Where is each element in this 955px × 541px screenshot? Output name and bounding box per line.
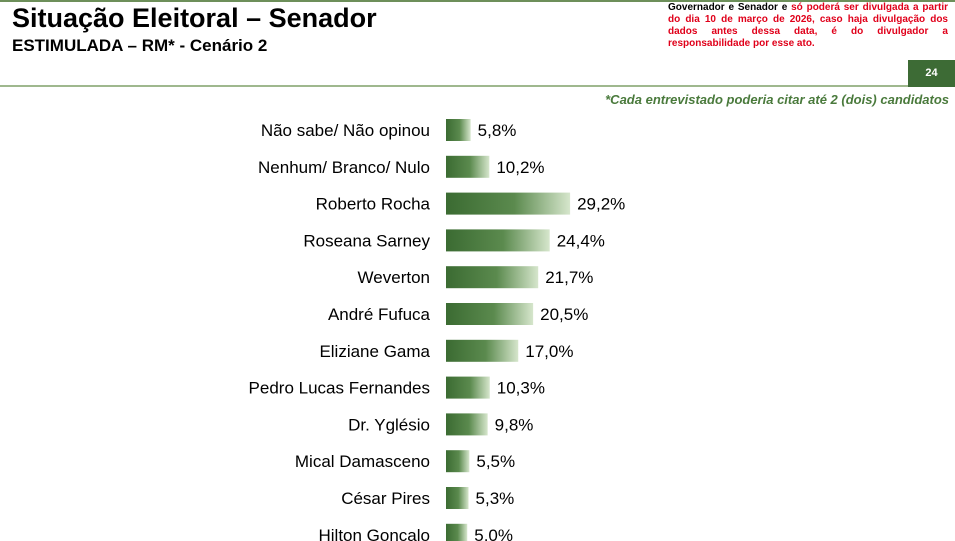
value-label: 9,8% [495,415,534,434]
bar [446,523,468,541]
category-label: Roseana Sarney [303,231,430,250]
value-label: 10,3% [497,379,545,398]
notice-text-black: Governador e Senador e [668,2,792,13]
value-label: 17,0% [525,342,573,361]
category-label: Mical Damasceno [295,452,430,471]
bar [446,450,470,473]
page-title: Situação Eleitoral – Senador [12,3,377,33]
category-label: Weverton [358,268,430,287]
bar [446,266,539,289]
value-label: 10,2% [496,158,544,177]
bar [446,119,471,141]
value-label: 5,8% [478,121,517,140]
category-label: Eliziane Gama [319,342,430,361]
value-label: 5,3% [476,489,515,508]
value-label: 5,0% [474,526,513,541]
bar-chart: Não sabe/ Não opinou 5,8% Nenhum/ Branco/ … [0,110,955,541]
notice-text-red: só poderá ser divulgada a partir do dia … [668,2,948,49]
value-label: 21,7% [545,268,593,287]
category-label: Nenhum/ Branco/ Nulo [258,158,430,177]
category-label: André Fufuca [328,305,431,324]
value-label: 24,4% [557,231,605,250]
bar-chart-svg: Não sabe/ Não opinou 5,8% Nenhum/ Branco/ … [249,119,625,541]
page-number: 24 [908,60,955,87]
category-label: Pedro Lucas Fernandes [249,379,430,398]
page-subtitle: ESTIMULADA – RM* - Cenário 2 [12,36,268,55]
bar [446,487,469,509]
bar [446,339,519,362]
value-label: 20,5% [540,305,588,324]
category-label: Dr. Yglésio [348,415,430,434]
category-label: Roberto Rocha [316,195,431,214]
footnote: *Cada entrevistado poderia citar até 2 (… [605,92,949,107]
category-label: Hilton Gonçalo [318,526,430,541]
bar [446,303,534,325]
category-label: César Pires [341,489,430,508]
bar [446,155,490,178]
bars-group: Não sabe/ Não opinou 5,8% Nenhum/ Branco/ … [249,119,625,541]
bar [446,413,488,436]
top-border [0,0,955,2]
bar [446,229,550,252]
header-divider [0,85,908,87]
category-label: Não sabe/ Não opinou [261,121,430,140]
value-label: 29,2% [577,195,625,214]
bar [446,192,571,215]
value-label: 5,5% [476,452,515,471]
bar [446,376,490,399]
disclosure-notice: Governador e Senador e só poderá ser div… [668,2,948,50]
